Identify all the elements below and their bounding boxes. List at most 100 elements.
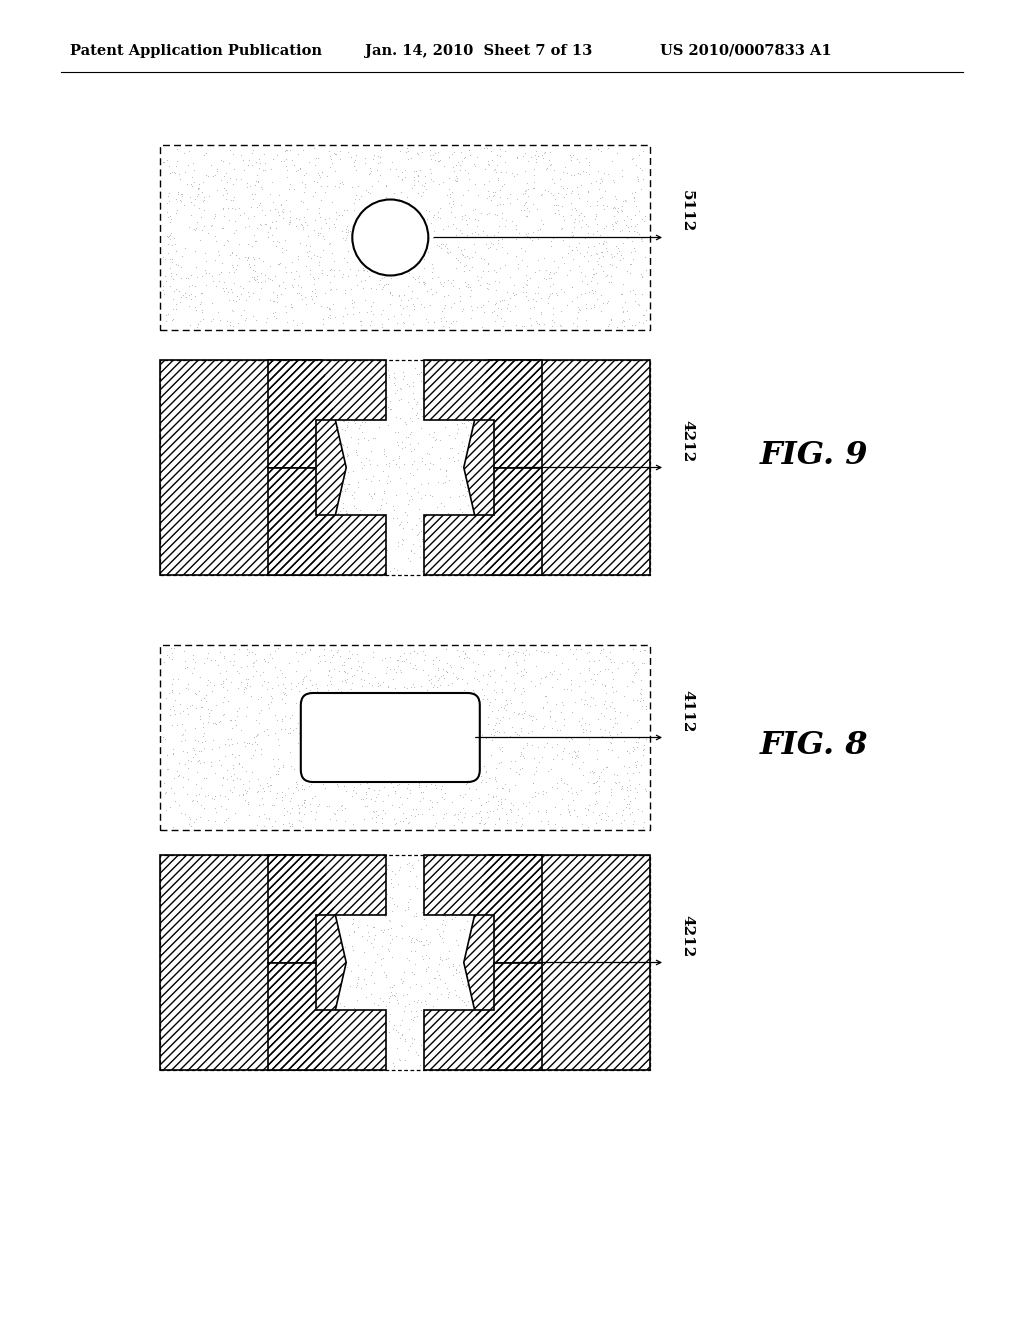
Point <box>453 656 469 677</box>
Point <box>479 277 496 298</box>
Point <box>369 160 385 181</box>
Point <box>176 1014 193 1035</box>
Point <box>358 1002 375 1023</box>
Point <box>203 649 219 671</box>
Point <box>392 661 409 682</box>
Point <box>559 1053 575 1074</box>
Point <box>230 504 247 525</box>
Point <box>555 714 571 735</box>
Point <box>524 884 541 906</box>
Point <box>222 140 239 161</box>
Point <box>478 187 495 209</box>
Point <box>247 475 263 496</box>
Point <box>196 215 212 236</box>
Point <box>274 397 291 418</box>
Point <box>626 655 642 676</box>
Point <box>593 882 609 903</box>
Point <box>298 418 314 440</box>
Point <box>630 293 646 314</box>
Point <box>398 777 415 799</box>
Point <box>591 767 607 788</box>
Point <box>458 275 474 296</box>
Point <box>455 706 471 727</box>
Point <box>452 219 468 240</box>
Point <box>366 780 382 801</box>
Point <box>598 756 614 777</box>
Point <box>436 473 453 494</box>
Point <box>191 421 208 442</box>
Point <box>353 896 370 917</box>
Point <box>546 172 562 193</box>
Point <box>293 874 309 895</box>
Point <box>379 743 395 764</box>
Point <box>437 310 454 331</box>
Point <box>444 689 461 710</box>
Point <box>484 400 501 421</box>
Point <box>207 428 223 449</box>
Point <box>364 396 380 417</box>
Text: FIG. 8: FIG. 8 <box>760 730 868 760</box>
Point <box>419 444 435 465</box>
Point <box>303 706 319 727</box>
Point <box>335 752 351 774</box>
Point <box>398 483 415 504</box>
Point <box>253 1026 269 1047</box>
Point <box>476 906 493 927</box>
Point <box>240 367 256 388</box>
Point <box>184 1027 201 1048</box>
Point <box>549 908 565 929</box>
Point <box>337 370 353 391</box>
Point <box>358 774 375 795</box>
Point <box>222 983 239 1005</box>
Point <box>337 936 353 957</box>
Point <box>399 948 416 969</box>
Point <box>415 883 431 904</box>
Point <box>242 550 258 572</box>
Point <box>172 949 188 970</box>
Point <box>406 166 422 187</box>
Point <box>562 880 579 902</box>
Point <box>218 277 234 298</box>
Point <box>203 541 219 562</box>
Point <box>250 768 266 789</box>
Point <box>191 784 208 805</box>
Point <box>164 1034 180 1055</box>
Point <box>480 767 497 788</box>
Point <box>560 973 577 994</box>
Point <box>564 420 581 441</box>
Point <box>357 715 374 737</box>
Point <box>549 511 565 532</box>
Point <box>558 908 574 929</box>
Point <box>601 916 617 937</box>
Point <box>633 669 649 690</box>
Point <box>561 986 578 1007</box>
Point <box>598 265 614 286</box>
Point <box>432 517 449 539</box>
Point <box>589 251 605 272</box>
Point <box>292 916 308 937</box>
Point <box>195 933 211 954</box>
Point <box>360 715 377 737</box>
Point <box>279 312 295 333</box>
Point <box>262 525 279 546</box>
Point <box>337 1047 353 1068</box>
Point <box>483 484 500 506</box>
Point <box>177 989 194 1010</box>
Point <box>483 141 500 162</box>
Point <box>345 191 361 213</box>
Point <box>532 506 549 527</box>
Point <box>616 789 633 810</box>
Point <box>289 774 305 795</box>
Point <box>330 639 346 660</box>
Point <box>225 424 242 445</box>
Point <box>498 161 514 182</box>
Point <box>453 541 469 562</box>
Point <box>470 223 486 244</box>
Point <box>422 789 438 810</box>
Point <box>446 907 463 928</box>
Point <box>267 218 284 239</box>
Point <box>508 228 524 249</box>
Polygon shape <box>268 962 386 1071</box>
Point <box>223 445 240 466</box>
Point <box>574 519 591 540</box>
